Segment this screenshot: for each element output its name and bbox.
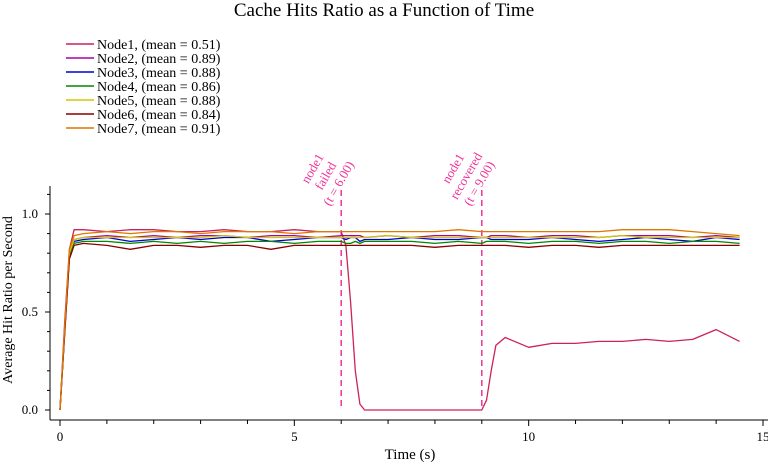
legend: Node1, (mean = 0.51)Node2, (mean = 0.89)… <box>66 38 221 137</box>
x-axis-label: Time (s) <box>385 447 436 463</box>
y-tick-label: 0.5 <box>22 304 38 319</box>
series-line-4 <box>60 241 740 410</box>
legend-label-5: Node5, (mean = 0.88) <box>97 94 221 109</box>
x-tick-label: 15 <box>757 429 768 444</box>
y-axis-label: Average Hit Ratio per Second <box>1 216 16 384</box>
series-line-3 <box>60 238 740 411</box>
legend-label-3: Node3, (mean = 0.88) <box>97 66 221 81</box>
y-tick-label: 0.0 <box>22 402 38 417</box>
legend-label-2: Node2, (mean = 0.89) <box>97 52 221 67</box>
series-line-2 <box>60 236 740 410</box>
chart-title: Cache Hits Ratio as a Function of Time <box>234 0 534 21</box>
series-group <box>60 230 740 410</box>
legend-label-1: Node1, (mean = 0.51) <box>97 38 221 53</box>
series-line-7 <box>60 230 740 410</box>
series-line-1 <box>60 230 740 410</box>
x-tick-label: 10 <box>522 429 535 444</box>
legend-label-7: Node7, (mean = 0.91) <box>97 122 221 137</box>
y-tick-label: 1.0 <box>22 206 38 221</box>
series-line-6 <box>60 243 740 410</box>
x-tick-label: 5 <box>291 429 298 444</box>
axes: 0 5 10 15 0.0 0.5 1.0 <box>22 186 768 444</box>
legend-label-4: Node4, (mean = 0.86) <box>97 80 221 95</box>
legend-label-6: Node6, (mean = 0.84) <box>97 108 221 123</box>
x-tick-label: 0 <box>57 429 64 444</box>
series-line-5 <box>60 236 740 410</box>
